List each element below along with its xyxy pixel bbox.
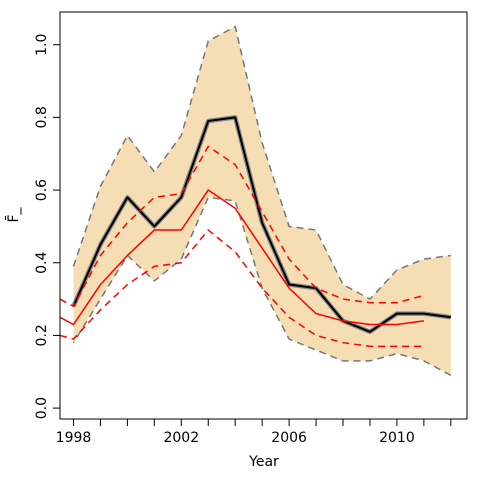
x-tick-label: 2002 [163,430,199,446]
axis-layer: 1998 2002 2006 2010 0.0 0.2 0.4 0.6 0.8 1.0 [34,34,452,446]
y-tick-label: 0.0 [34,397,50,419]
y-tick-label: 0.4 [34,252,50,274]
y-tick-label: 0.6 [34,179,50,201]
estimate-line [72,116,451,333]
x-tick-label: 1998 [56,430,92,446]
red-solid-line [59,189,424,326]
confidence-band-area [73,26,451,376]
y-tick-label: 1.0 [34,34,50,56]
confidence-band-layer [72,25,452,377]
x-tick-label: 2006 [271,430,307,446]
x-tick-label: 2010 [379,430,415,446]
red-dashed-lower-line [59,228,424,348]
y-tick-label: 0.8 [34,106,50,128]
red-dashed-upper-line [59,145,425,308]
confidence-band-upper-edge [72,25,451,301]
x-axis-title: Year [248,454,279,470]
y-axis-title: F̄_ [4,206,22,222]
series-line-layer [59,115,452,348]
y-tick-label: 0.2 [34,324,50,346]
confidence-band-lower-edge [72,196,452,377]
